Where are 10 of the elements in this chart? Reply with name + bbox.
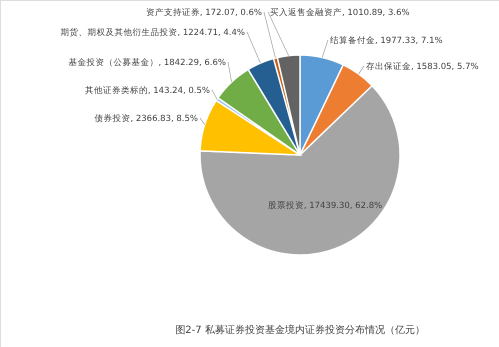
slice-label: 其他证券类标的, 143.24, 0.5% xyxy=(84,85,210,96)
slice-label: 基金投资（公募基金）, 1842.29, 6.6% xyxy=(68,57,226,68)
slice-label: 资产支持证券, 172.07, 0.6% xyxy=(146,7,262,18)
slice-label: 债券投资, 2366.83, 8.5% xyxy=(94,113,198,124)
slice-label: 股票投资, 17439.30, 62.8% xyxy=(268,200,382,211)
caption: 图2-7 私募证券投资基金境内证券投资分布情况（亿元） xyxy=(175,324,425,336)
slice-label: 买入返售金融资产, 1010.89, 3.6% xyxy=(270,7,410,18)
slice-label: 结算备付金, 1977.33, 7.1% xyxy=(330,35,443,46)
slice-label: 存出保证金, 1583.05, 5.7% xyxy=(366,61,479,72)
slice-label: 期货、期权及其他衍生品投资, 1224.71, 4.4% xyxy=(60,27,245,38)
